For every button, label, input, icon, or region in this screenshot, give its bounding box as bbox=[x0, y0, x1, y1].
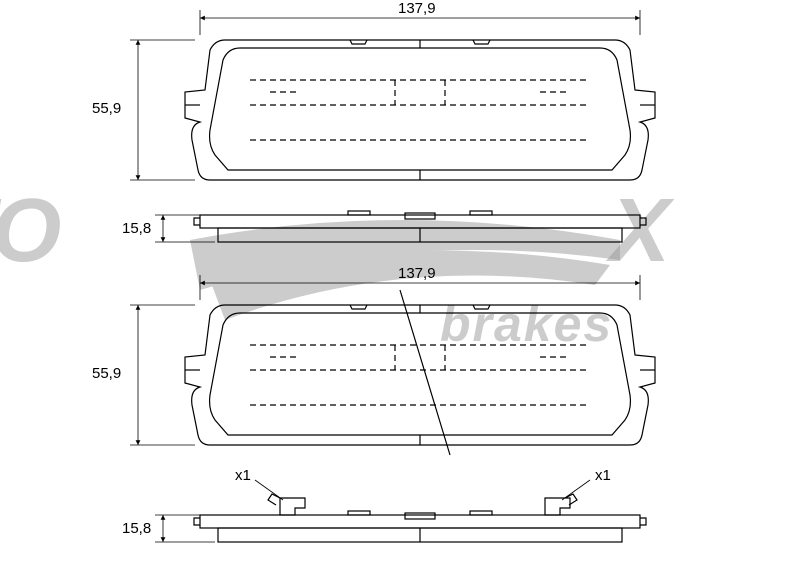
clip-label-left: x1 bbox=[235, 467, 251, 484]
pad-side-bottom bbox=[194, 494, 646, 542]
pad-side-top bbox=[194, 211, 646, 242]
dim-height-bottom: 55,9 bbox=[92, 365, 121, 382]
technical-drawing bbox=[0, 0, 786, 573]
dim-thickness-top: 15,8 bbox=[122, 220, 151, 237]
pad-front-bottom bbox=[185, 290, 655, 455]
pad-front-top bbox=[185, 40, 655, 180]
clip-label-right: x1 bbox=[595, 467, 611, 484]
dim-height-top: 55,9 bbox=[92, 100, 121, 117]
dim-width-top: 137,9 bbox=[398, 0, 436, 17]
dim-width-bottom: 137,9 bbox=[398, 265, 436, 282]
dim-thickness-bottom: 15,8 bbox=[122, 520, 151, 537]
clip-right bbox=[545, 494, 577, 515]
clip-left bbox=[268, 494, 305, 515]
